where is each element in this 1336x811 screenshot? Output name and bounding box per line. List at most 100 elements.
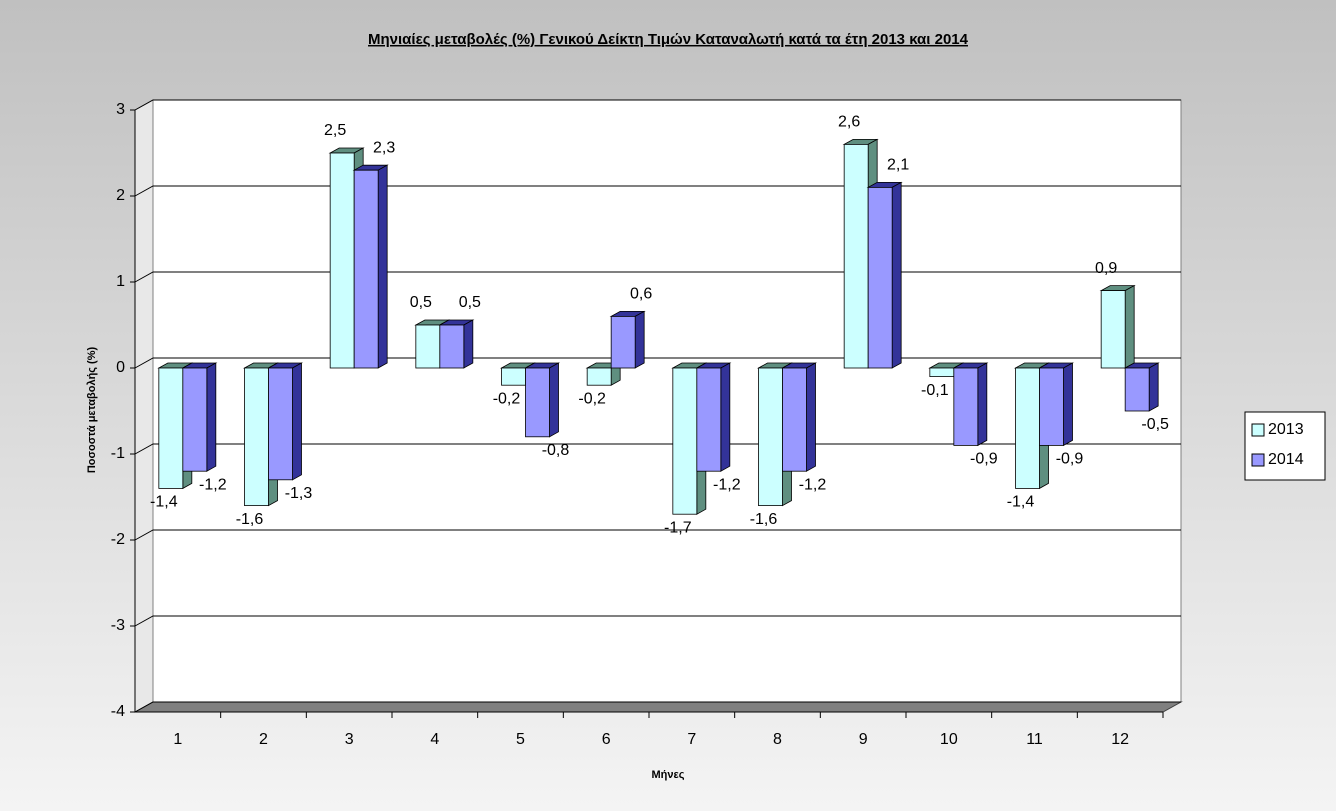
value-label: -0,9 [1056, 451, 1084, 468]
bar [672, 367, 698, 515]
bar-side [292, 362, 302, 481]
x-tick-label: 4 [430, 731, 439, 748]
legend-swatch [1251, 453, 1265, 467]
x-tick-label: 9 [859, 731, 868, 748]
bar [415, 324, 441, 369]
bar [953, 367, 979, 446]
y-axis-label: Ποσοστά μεταβολής (%) [86, 347, 98, 474]
x-tick-label: 3 [345, 731, 354, 748]
y-tick-label: 3 [116, 101, 125, 118]
value-label: -0,2 [578, 390, 606, 407]
bar-side [377, 164, 388, 369]
legend-swatch [1251, 423, 1265, 437]
legend-box [1244, 411, 1326, 481]
bar-side [1124, 284, 1135, 369]
bar-side [463, 319, 474, 369]
value-label: -1,6 [236, 511, 264, 528]
bar-side [720, 362, 731, 472]
bar [758, 367, 783, 507]
value-label: 2,1 [887, 157, 909, 174]
value-label: -0,2 [493, 390, 521, 407]
bar-side [1148, 362, 1159, 412]
bar-side [1063, 362, 1073, 447]
bar [1100, 290, 1126, 369]
bar [1124, 367, 1150, 412]
grid-line [134, 185, 1181, 197]
grid-line [134, 271, 1181, 283]
grid-line [134, 443, 1181, 455]
y-tick-label: -4 [111, 703, 125, 720]
y-tick-label: 2 [116, 187, 125, 204]
grid-line [134, 701, 1181, 713]
grid-line [134, 357, 1181, 369]
grid-line [134, 615, 1181, 627]
x-tick-label: 10 [940, 731, 958, 748]
bar [501, 367, 526, 386]
bar [182, 367, 208, 472]
bar [268, 367, 293, 481]
bar-side [206, 362, 217, 472]
x-tick-label: 7 [687, 731, 696, 748]
bar [1015, 367, 1040, 489]
x-axis-label: Μήνες [652, 769, 685, 781]
bar [929, 367, 955, 377]
x-tick-label: 12 [1111, 731, 1129, 748]
legend-label: 2013 [1268, 421, 1304, 438]
bar [353, 169, 379, 369]
value-label: -1,4 [1007, 494, 1035, 511]
bar [439, 324, 465, 369]
x-tick-label: 6 [602, 731, 611, 748]
y-tick-label: -2 [111, 531, 125, 548]
legend-label: 2014 [1268, 451, 1304, 468]
bar [586, 367, 612, 386]
y-tick-label: -1 [111, 445, 125, 462]
bar [329, 152, 355, 369]
x-tick-label: 2 [259, 731, 268, 748]
y-tick-label: 1 [116, 273, 125, 290]
value-label: 2,3 [373, 139, 395, 156]
bar [610, 315, 636, 369]
floor [133, 701, 1183, 713]
bar [696, 367, 722, 472]
x-tick-label: 11 [1026, 731, 1043, 748]
value-label: -0,9 [970, 451, 998, 468]
value-label: -0,8 [542, 442, 570, 459]
value-label: -1,2 [713, 476, 741, 493]
value-label: 0,5 [459, 294, 481, 311]
y-tick-label: -3 [111, 617, 125, 634]
x-tick-label: 5 [516, 731, 525, 748]
y-tick-label: 0 [116, 359, 125, 376]
bar-side [549, 362, 559, 438]
bar [244, 367, 269, 507]
value-label: -1,7 [664, 519, 692, 536]
grid-line [134, 99, 1181, 111]
value-label: 0,5 [410, 294, 432, 311]
value-label: 0,9 [1095, 260, 1117, 277]
value-label: -0,5 [1141, 416, 1169, 433]
chart-title: Μηνιαίες μεταβολές (%) Γενικού Δείκτη Τι… [368, 31, 969, 48]
bar-side [891, 181, 902, 369]
bar-side [634, 310, 645, 369]
value-label: -0,1 [921, 382, 949, 399]
value-label: 2,5 [324, 122, 346, 139]
value-label: -1,2 [799, 476, 827, 493]
bar [782, 367, 807, 472]
value-label: -1,2 [199, 476, 227, 493]
side-wall [134, 99, 154, 713]
bar-side [977, 362, 988, 447]
bar [867, 186, 893, 369]
value-label: -1,6 [750, 511, 778, 528]
bar [158, 367, 184, 489]
value-label: -1,3 [285, 485, 313, 502]
x-tick-label: 8 [773, 731, 782, 748]
value-label: 2,6 [838, 114, 860, 131]
bar-side [806, 362, 816, 472]
bar [525, 367, 550, 438]
bar [1039, 367, 1064, 446]
value-label: -1,4 [150, 494, 178, 511]
value-label: 0,6 [630, 286, 652, 303]
x-tick-label: 1 [173, 731, 182, 748]
bar [843, 143, 869, 369]
grid-line [134, 529, 1181, 541]
